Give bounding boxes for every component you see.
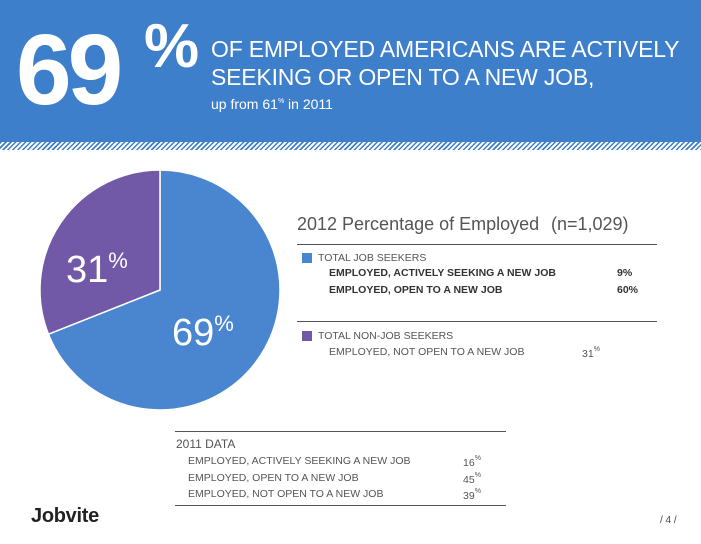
data-2011-row-value: 39% [463,488,481,502]
pie-label-non-seekers: 31% [66,248,128,291]
legend-row-label: EMPLOYED, NOT OPEN TO A NEW JOB [329,346,525,358]
pie-slice-non-job-seekers [39,169,161,336]
headline-subtext: up from 61% in 2011 [211,96,333,112]
rule-middle [297,321,657,322]
legend-title-non-seekers: TOTAL NON-JOB SEEKERS [318,330,454,342]
headline-big-number: 69 [16,14,123,126]
page-number: / 4 / [660,515,677,526]
legend-title-seekers: TOTAL JOB SEEKERS [318,252,427,264]
rule-2011-bottom [175,505,506,506]
data-2011-row-value: 16% [463,455,481,469]
legend-row-value: 60% [617,284,639,296]
header-hatch-divider [0,142,701,150]
legend-swatch-non-seekers [302,331,312,341]
pie-slice-job-seekers [47,169,281,411]
legend-row-label: EMPLOYED, OPEN TO A NEW JOB [329,284,503,296]
data-2011-row-label: EMPLOYED, ACTIVELY SEEKING A NEW JOB [188,455,411,467]
legend-row-value: 9% [617,267,633,279]
headline-percent-sign: % [144,12,200,81]
header-banner [0,0,701,142]
headline-line-2: SEEKING OR OPEN TO A NEW JOB, [211,64,595,90]
data-2011-row-label: EMPLOYED, OPEN TO A NEW JOB [188,472,359,484]
chart-title: 2012 Percentage of Employed [297,214,540,234]
data-2011-row-value: 45% [463,472,481,486]
jobvite-logo: Jobvite [31,505,99,527]
data-2011-row-label: EMPLOYED, NOT OPEN TO A NEW JOB [188,488,384,500]
pie-label-seekers: 69% [172,311,234,354]
legend-row-value: 31% [582,346,600,360]
data-2011-title: 2011 DATA [176,437,236,451]
chart-sample-size: (n=1,029) [551,214,629,234]
rule-top [297,244,657,245]
rule-2011-top [175,431,506,432]
headline-line-1: OF EMPLOYED AMERICANS ARE ACTIVELY [211,36,680,62]
legend-row-label: EMPLOYED, ACTIVELY SEEKING A NEW JOB [329,267,556,279]
legend-swatch-seekers [302,253,312,263]
